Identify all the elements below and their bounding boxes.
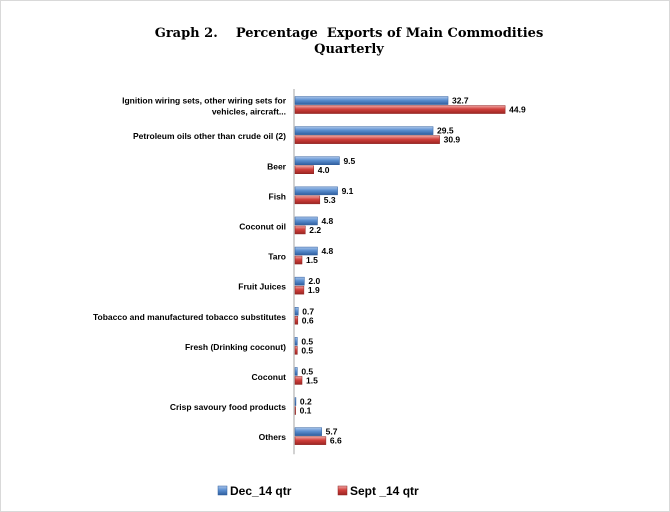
data-label: 44.9 (509, 105, 526, 115)
bar-dec-14 (294, 156, 340, 165)
category-label: Coconut oil (239, 221, 286, 231)
bar-dec-14 (294, 246, 318, 256)
legend-label: Sept _14 qtr (350, 484, 419, 498)
category-label-line: Coconut (252, 372, 287, 382)
bar-sept-14 (294, 285, 305, 295)
data-label: 0.5 (301, 336, 313, 346)
data-label: 9.1 (342, 186, 354, 196)
category-label-line: Ignition wiring sets, other wiring sets … (122, 96, 287, 106)
category-label-line: Others (259, 432, 287, 442)
bar-sept-14 (294, 346, 298, 355)
bar-sept-14 (294, 165, 314, 174)
category-label-line: Fresh (Drinking coconut) (185, 342, 286, 352)
plot-area: Ignition wiring sets, other wiring sets … (93, 89, 526, 455)
bar-dec-14 (294, 397, 297, 406)
bar-sept-14 (294, 316, 299, 325)
data-label: 2.0 (308, 276, 320, 286)
bar-sept-14 (294, 135, 440, 144)
bar-sept-14 (294, 436, 327, 445)
category-label: Crisp savoury food products (170, 402, 286, 412)
data-label: 6.6 (330, 436, 342, 446)
bar-dec-14 (294, 337, 298, 346)
category-label-line: Taro (268, 252, 286, 262)
data-label: 0.5 (301, 345, 313, 355)
category-label-line: Fruit Juices (238, 282, 286, 292)
data-label: 1.5 (306, 375, 318, 385)
category-label: Tobacco and manufactured tobacco substit… (93, 312, 286, 322)
category-label: Others (259, 432, 287, 442)
category-label: Fresh (Drinking coconut) (185, 342, 286, 352)
data-label: 5.3 (324, 195, 336, 205)
category-label: Ignition wiring sets, other wiring sets … (122, 96, 287, 117)
bar-sept-14 (294, 406, 296, 415)
category-label-line: Petroleum oils other than crude oil (2) (133, 131, 286, 141)
data-label: 29.5 (437, 126, 454, 136)
category-label: Fish (269, 191, 286, 201)
category-label: Beer (267, 161, 287, 171)
data-label: 0.7 (302, 306, 314, 316)
legend: Dec_14 qtr Sept _14 qtr (217, 484, 419, 498)
bar-dec-14 (294, 126, 434, 135)
data-label: 32.7 (452, 96, 469, 106)
bar-dec-14 (294, 216, 318, 226)
bar-sept-14 (294, 225, 306, 235)
category-label-line: Coconut oil (239, 221, 286, 231)
chart-subtitle: Quarterly (314, 42, 384, 57)
data-label: 4.8 (321, 246, 333, 256)
data-label: 0.5 (301, 366, 313, 376)
legend-swatch (337, 485, 348, 496)
category-label: Fruit Juices (238, 282, 286, 292)
bar-dec-14 (294, 367, 298, 376)
bar-sept-14 (294, 105, 506, 114)
data-label: 0.2 (300, 397, 312, 407)
data-label: 0.6 (302, 315, 314, 325)
category-label-line: vehicles, aircraft... (212, 107, 286, 117)
data-label: 9.5 (343, 156, 355, 166)
category-label-line: Fish (269, 191, 286, 201)
category-label-line: Crisp savoury food products (170, 402, 286, 412)
data-label: 2.2 (309, 225, 321, 235)
data-label: 30.9 (444, 135, 461, 145)
category-label: Petroleum oils other than crude oil (2) (133, 131, 286, 141)
legend-swatch (217, 485, 228, 496)
chart-title: Graph 2. Percentage Exports of Main Comm… (155, 26, 544, 41)
bar-sept-14 (294, 195, 321, 205)
data-label: 5.7 (326, 427, 338, 437)
data-label: 4.8 (321, 216, 333, 226)
bar-sept-14 (294, 255, 303, 265)
data-label: 0.1 (300, 406, 312, 416)
bar-dec-14 (294, 307, 299, 316)
category-label-line: Tobacco and manufactured tobacco substit… (93, 312, 286, 322)
category-label: Coconut (252, 372, 287, 382)
bar-dec-14 (294, 96, 449, 105)
category-label-line: Beer (267, 161, 287, 171)
bar-dec-14 (294, 427, 322, 436)
bar-sept-14 (294, 376, 303, 385)
bar-dec-14 (294, 276, 305, 286)
legend-label: Dec_14 qtr (230, 484, 292, 498)
data-label: 1.9 (308, 285, 320, 295)
bar-dec-14 (294, 186, 338, 196)
data-label: 1.5 (306, 255, 318, 265)
category-label: Taro (268, 252, 286, 262)
data-label: 4.0 (318, 165, 330, 175)
